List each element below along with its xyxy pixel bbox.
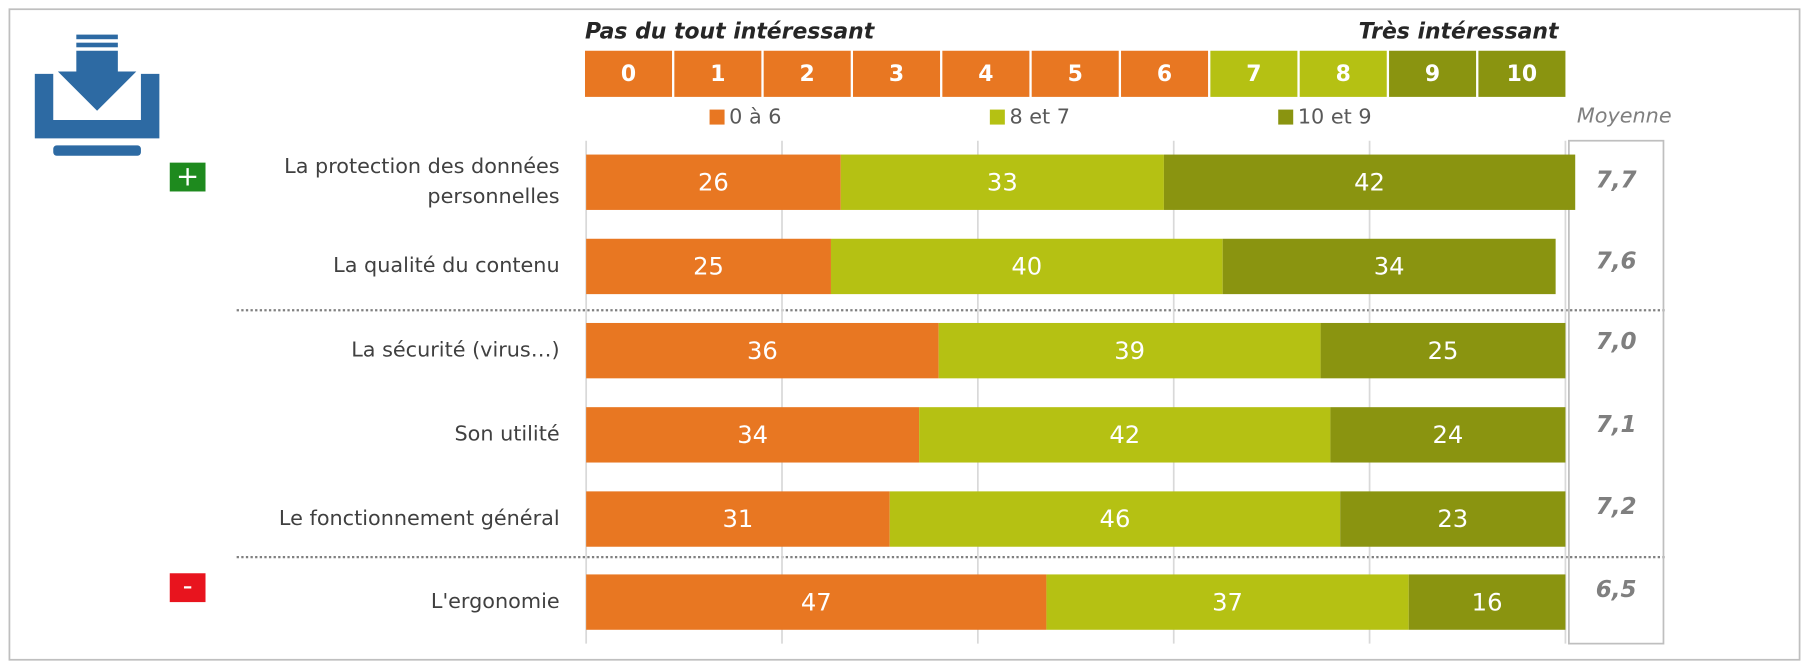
legend-label: 0 à 6 (729, 105, 781, 129)
value-label: 25 (1428, 337, 1459, 365)
legend-label: 8 et 7 (1009, 105, 1069, 129)
value-label: 46 (1100, 505, 1131, 533)
value-label: 34 (1374, 253, 1405, 281)
mean-value: 7,0 (1596, 329, 1637, 355)
value-label: 26 (698, 168, 729, 196)
scale-label: 4 (978, 62, 993, 87)
bar-segment (586, 238, 831, 295)
scale-box (853, 50, 941, 97)
bar-segment (1330, 407, 1566, 463)
value-label: 36 (747, 337, 778, 365)
category-label-box: La protection des données personnelles (284, 154, 560, 209)
mean-value: 7,6 (1596, 248, 1637, 274)
scale-box (1210, 50, 1298, 97)
category-label-box: La qualité du contenu (333, 253, 560, 278)
mean-value: 7,7 (1596, 168, 1637, 194)
mean-value: 6,5 (1596, 577, 1637, 603)
bar-segment (889, 491, 1341, 547)
bar-segment (586, 574, 1047, 630)
legend-swatch (989, 109, 1005, 125)
bar-segment (919, 407, 1331, 463)
bar-segment (586, 491, 890, 547)
bar-segment (586, 322, 939, 379)
plus-text: + (176, 160, 199, 193)
category-label: Son utilité (454, 422, 560, 447)
category-label: La protection des données personnelles (284, 154, 560, 209)
value-label: 33 (987, 168, 1018, 196)
value-label: 16 (1472, 588, 1503, 616)
scale-label: 1 (710, 62, 725, 87)
scale-box (1031, 50, 1119, 97)
scale-box (1121, 50, 1209, 97)
scale-label: 9 (1425, 62, 1440, 87)
legend-swatch (1278, 109, 1294, 125)
category-label-box: La sécurité (virus…) (351, 337, 560, 363)
scale-label: 7 (1246, 62, 1261, 87)
bar-segment (938, 322, 1321, 379)
minus-text: - (183, 569, 193, 602)
scale-box (1299, 50, 1387, 97)
legend-label: 10 et 9 (1298, 105, 1372, 129)
scale-label: 0 (621, 62, 636, 87)
mean-value: 7,2 (1596, 494, 1637, 520)
scale-box (1478, 50, 1566, 97)
download-icon (34, 34, 160, 156)
scale-label: 3 (889, 62, 904, 87)
value-label: 23 (1437, 505, 1468, 533)
category-label: Le fonctionnement général (278, 506, 560, 531)
category-label: La sécurité (virus…) (351, 337, 560, 363)
bar-segment (1163, 154, 1576, 210)
scale-label: 2 (800, 62, 815, 87)
bar-segment (1340, 491, 1566, 547)
scale-label: 8 (1336, 62, 1351, 87)
bar-segment (586, 154, 841, 210)
value-label: 47 (801, 588, 832, 616)
category-label-box: Son utilité (454, 422, 560, 447)
value-label: 31 (723, 505, 754, 533)
category-label: La qualité du contenu (333, 253, 560, 278)
value-label: 40 (1011, 253, 1042, 281)
category-label-box: Le fonctionnement général (278, 506, 560, 531)
scale-box (674, 50, 762, 97)
category-label-box: L'ergonomie (430, 589, 560, 614)
bar-segment (830, 238, 1223, 295)
value-label: 39 (1114, 337, 1145, 365)
bar-segment (840, 154, 1164, 210)
category-label: L'ergonomie (430, 589, 560, 614)
minus-marker (169, 573, 206, 603)
scale-right-label: Très intéressant (1359, 19, 1560, 44)
scale-box (1389, 50, 1477, 97)
plus-marker (169, 162, 206, 192)
value-label: 25 (693, 253, 724, 281)
value-label: 42 (1354, 168, 1385, 196)
scale-left-label: Pas du tout intéressant (585, 19, 876, 44)
mean-value: 7,1 (1596, 412, 1637, 438)
scale-box (763, 50, 851, 97)
scale-box (942, 50, 1030, 97)
value-label: 24 (1432, 421, 1463, 449)
bar-segment (1046, 574, 1409, 630)
value-label: 42 (1109, 421, 1140, 449)
bar-segment (586, 407, 920, 463)
value-label: 34 (737, 421, 768, 449)
value-label: 37 (1212, 588, 1243, 616)
bar-segment (1222, 238, 1556, 295)
scale-box (584, 50, 673, 97)
bar-segment (1408, 574, 1566, 630)
mean-box (1568, 139, 1665, 645)
mean-label: Moyenne (1577, 103, 1672, 127)
scale-label: 5 (1068, 62, 1083, 87)
legend-swatch (709, 109, 725, 125)
bar-segment (1320, 322, 1566, 379)
scale-label: 10 (1507, 62, 1538, 87)
scale-label: 6 (1157, 62, 1172, 87)
